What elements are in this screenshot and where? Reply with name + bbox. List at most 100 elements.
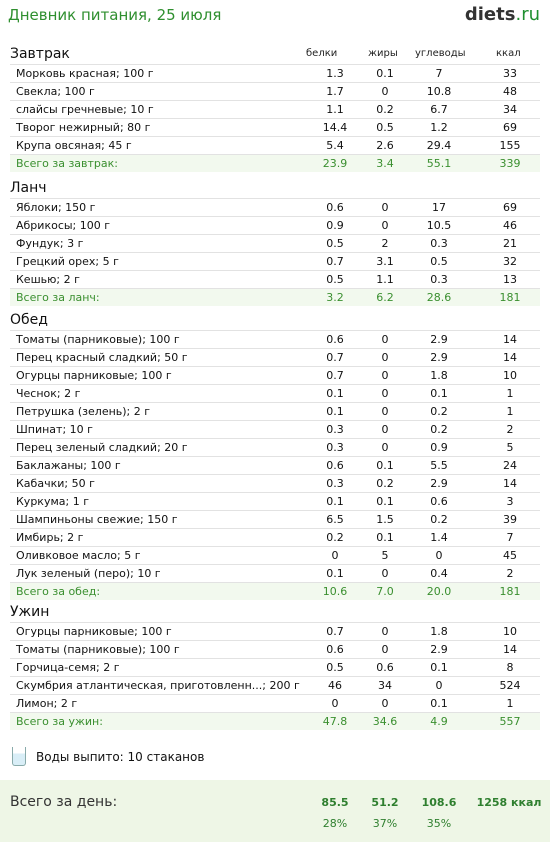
food-fat: 0.2: [376, 103, 394, 116]
total-carbs: 4.9: [430, 715, 448, 728]
food-row[interactable]: Перец красный сладкий; 50 г 0.7 0 2.9 14: [10, 348, 540, 366]
food-kcal: 1: [506, 697, 514, 710]
food-fat: 0.6: [376, 661, 394, 674]
food-kcal: 33: [503, 67, 517, 80]
food-carbs: 2.9: [430, 477, 448, 490]
food-kcal: 8: [506, 661, 514, 674]
food-row[interactable]: слайсы гречневые; 10 г 1.1 0.2 6.7 34: [10, 100, 540, 118]
day-carbs-pct: 35%: [426, 817, 452, 830]
header: Дневник питания, 25 июля diets.ru: [0, 0, 550, 36]
food-carbs: 1.8: [430, 369, 448, 382]
food-row[interactable]: Оливковое масло; 5 г 0 5 0 45: [10, 546, 540, 564]
food-protein: 0.6: [326, 333, 344, 346]
meal-total-label: Всего за ужин:: [16, 715, 103, 728]
food-kcal: 155: [499, 139, 521, 152]
meal-total-label: Всего за завтрак:: [16, 157, 119, 170]
food-carbs: 0.5: [430, 255, 448, 268]
food-row[interactable]: Свекла; 100 г 1.7 0 10.8 48: [10, 82, 540, 100]
food-kcal: 3: [506, 495, 514, 508]
food-kcal: 7: [506, 531, 514, 544]
food-fat: 34: [378, 679, 392, 692]
food-row[interactable]: Петрушка (зелень); 2 г 0.1 0 0.2 1: [10, 402, 540, 420]
food-kcal: 10: [503, 369, 517, 382]
food-row[interactable]: Томаты (парниковые); 100 г 0.6 0 2.9 14: [10, 330, 540, 348]
meal-total-row: Всего за ужин: 47.8 34.6 4.9 557: [10, 712, 540, 730]
food-carbs: 6.7: [430, 103, 448, 116]
food-carbs: 0.9: [430, 441, 448, 454]
food-kcal: 32: [503, 255, 517, 268]
food-row[interactable]: Перец зеленый сладкий; 20 г 0.3 0 0.9 5: [10, 438, 540, 456]
food-name: Лимон; 2 г: [16, 697, 78, 710]
food-row[interactable]: Куркума; 1 г 0.1 0.1 0.6 3: [10, 492, 540, 510]
food-name: Огурцы парниковые; 100 г: [16, 369, 172, 382]
food-row[interactable]: Яблоки; 150 г 0.6 0 17 69: [10, 198, 540, 216]
column-header-kcal: ккал: [496, 48, 521, 59]
meal-total-row: Всего за завтрак: 23.9 3.4 55.1 339: [10, 154, 540, 172]
meal-total-row: Всего за обед: 10.6 7.0 20.0 181: [10, 582, 540, 600]
food-carbs: 2.9: [430, 643, 448, 656]
food-row[interactable]: Творог нежирный; 80 г 14.4 0.5 1.2 69: [10, 118, 540, 136]
food-row[interactable]: Шпинат; 10 г 0.3 0 0.2 2: [10, 420, 540, 438]
total-protein: 3.2: [326, 291, 344, 304]
food-protein: 0.6: [326, 459, 344, 472]
food-row[interactable]: Чеснок; 2 г 0.1 0 0.1 1: [10, 384, 540, 402]
total-fat: 3.4: [376, 157, 394, 170]
food-row[interactable]: Баклажаны; 100 г 0.6 0.1 5.5 24: [10, 456, 540, 474]
food-row[interactable]: Абрикосы; 100 г 0.9 0 10.5 46: [10, 216, 540, 234]
food-carbs: 0: [435, 679, 443, 692]
food-protein: 0.7: [326, 255, 344, 268]
total-fat: 34.6: [372, 715, 398, 728]
food-kcal: 2: [506, 423, 514, 436]
food-row[interactable]: Томаты (парниковые); 100 г 0.6 0 2.9 14: [10, 640, 540, 658]
food-name: Шампиньоны свежие; 150 г: [16, 513, 178, 526]
column-header-carbs: углеводы: [415, 48, 466, 59]
food-row[interactable]: Лук зеленый (перо); 10 г 0.1 0 0.4 2: [10, 564, 540, 582]
food-kcal: 69: [503, 201, 517, 214]
food-protein: 0.1: [326, 405, 344, 418]
food-name: Творог нежирный; 80 г: [16, 121, 151, 134]
food-name: Скумбрия атлантическая, приготовленн...;…: [16, 679, 300, 692]
food-protein: 0: [331, 697, 339, 710]
food-protein: 0: [331, 549, 339, 562]
food-row[interactable]: Имбирь; 2 г 0.2 0.1 1.4 7: [10, 528, 540, 546]
food-fat: 2: [381, 237, 389, 250]
food-protein: 0.5: [326, 273, 344, 286]
food-protein: 0.6: [326, 643, 344, 656]
site-logo[interactable]: diets.ru: [465, 4, 540, 25]
food-carbs: 17: [432, 201, 446, 214]
food-row[interactable]: Грецкий орех; 5 г 0.7 3.1 0.5 32: [10, 252, 540, 270]
logo-tld: .ru: [515, 4, 540, 25]
food-row[interactable]: Скумбрия атлантическая, приготовленн...;…: [10, 676, 540, 694]
food-name: Свекла; 100 г: [16, 85, 95, 98]
day-fat: 51.2: [371, 796, 399, 809]
food-row[interactable]: Шампиньоны свежие; 150 г 6.5 1.5 0.2 39: [10, 510, 540, 528]
total-protein: 23.9: [322, 157, 348, 170]
food-row[interactable]: Лимон; 2 г 0 0 0.1 1: [10, 694, 540, 712]
food-name: Перец зеленый сладкий; 20 г: [16, 441, 188, 454]
food-row[interactable]: Огурцы парниковые; 100 г 0.7 0 1.8 10: [10, 366, 540, 384]
total-carbs: 20.0: [426, 585, 452, 598]
food-protein: 0.9: [326, 219, 344, 232]
total-kcal: 181: [499, 291, 521, 304]
food-row[interactable]: Морковь красная; 100 г 1.3 0.1 7 33: [10, 64, 540, 82]
food-name: Горчица-семя; 2 г: [16, 661, 120, 674]
food-row[interactable]: Фундук; 3 г 0.5 2 0.3 21: [10, 234, 540, 252]
food-row[interactable]: Горчица-семя; 2 г 0.5 0.6 0.1 8: [10, 658, 540, 676]
total-protein: 10.6: [322, 585, 348, 598]
food-carbs: 2.9: [430, 351, 448, 364]
food-name: Фундук; 3 г: [16, 237, 84, 250]
food-row[interactable]: Крупа овсяная; 45 г 5.4 2.6 29.4 155: [10, 136, 540, 154]
food-fat: 0: [381, 333, 389, 346]
food-fat: 0: [381, 625, 389, 638]
day-fat-pct: 37%: [372, 817, 398, 830]
food-row[interactable]: Огурцы парниковые; 100 г 0.7 0 1.8 10: [10, 622, 540, 640]
day-protein-pct: 28%: [322, 817, 348, 830]
food-kcal: 48: [503, 85, 517, 98]
food-kcal: 1: [506, 387, 514, 400]
food-kcal: 39: [503, 513, 517, 526]
food-protein: 5.4: [326, 139, 344, 152]
food-row[interactable]: Кабачки; 50 г 0.3 0.2 2.9 14: [10, 474, 540, 492]
total-fat: 7.0: [376, 585, 394, 598]
food-row[interactable]: Кешью; 2 г 0.5 1.1 0.3 13: [10, 270, 540, 288]
logo-main: diets: [464, 4, 516, 25]
